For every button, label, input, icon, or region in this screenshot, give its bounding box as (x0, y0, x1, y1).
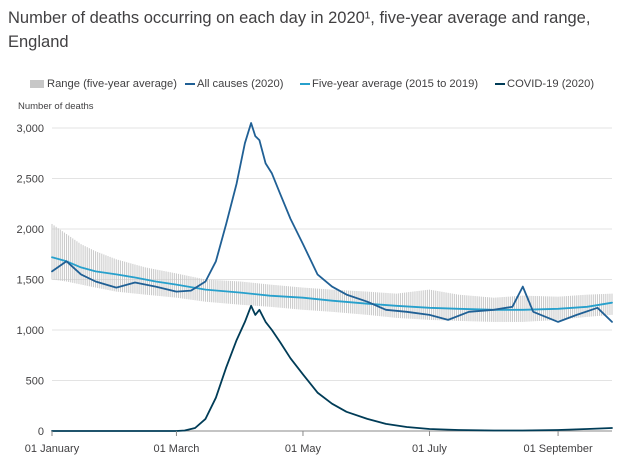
x-tick-label: 01 January (25, 443, 80, 455)
range-swatch-icon (30, 80, 44, 89)
five-year-average-swatch-icon (300, 83, 310, 86)
axes: 3,000 2,500 2,000 1,500 1,000 500 0 01 January 0… (16, 123, 592, 455)
y-tick-label: 2,500 (16, 174, 44, 186)
covid-swatch-icon (495, 83, 505, 86)
series-line-covid-19-2020 (51, 304, 613, 432)
range-band (51, 223, 613, 322)
legend-label-covid: COVID-19 (2020) (507, 78, 595, 90)
x-tick-label: 01 September (524, 443, 593, 455)
legend-item-all-causes[interactable]: All causes (2020) (185, 78, 283, 90)
y-tick-label: 2,000 (16, 224, 44, 236)
all-causes-swatch-icon (185, 83, 195, 86)
x-tick-label: 01 May (285, 443, 322, 455)
y-tick-label: 0 (38, 426, 44, 438)
series-lines (51, 122, 613, 432)
legend-label-range: Range (five-year average) (47, 78, 177, 90)
y-tick-label: 1,500 (16, 275, 44, 287)
x-tick-label: 01 March (154, 443, 200, 455)
x-tick-label: 01 July (412, 443, 447, 455)
y-axis-units-label: Number of deaths (18, 101, 94, 112)
chart-legend: Range (five-year average) All causes (20… (30, 78, 620, 94)
y-tick-label: 3,000 (16, 123, 44, 135)
legend-label-all-causes: All causes (2020) (197, 78, 284, 90)
legend-item-range[interactable]: Range (five-year average) (30, 78, 177, 90)
y-tick-label: 500 (26, 376, 44, 388)
legend-label-five-year-average: Five-year average (2015 to 2019) (312, 78, 479, 90)
legend-item-covid[interactable]: COVID-19 (2020) (495, 78, 594, 90)
series-line-all-causes-2020 (51, 122, 613, 323)
series-line-five-year-average-2015-to-2019 (51, 256, 613, 311)
y-tick-label: 1,000 (16, 325, 44, 337)
legend-item-five-year-average[interactable]: Five-year average (2015 to 2019) (300, 78, 478, 90)
grid-lines (52, 127, 612, 432)
chart-title: Number of deaths occurring on each day i… (8, 9, 591, 51)
